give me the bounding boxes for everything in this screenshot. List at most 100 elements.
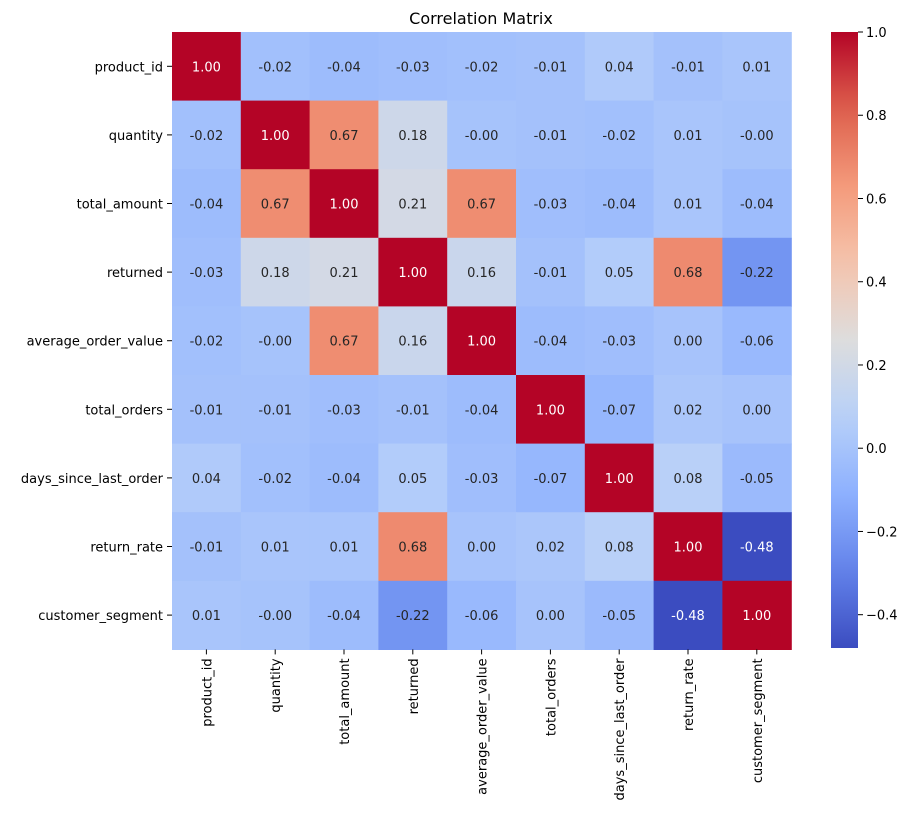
heatmap-cell [722, 580, 792, 650]
y-tick-label: total_orders [85, 403, 163, 418]
y-tick-label: quantity [109, 129, 164, 144]
cell-annotation: 0.21 [398, 198, 427, 213]
x-tick-label: average_order_value [476, 658, 491, 794]
cell-annotation: -0.00 [258, 609, 292, 624]
cell-annotation: -0.48 [740, 541, 774, 556]
heatmap-cell [653, 512, 723, 582]
cell-annotation: -0.03 [327, 403, 361, 418]
cell-annotations: 1.00 -0.02 -0.04 -0.03 -0.02 -0.01 0.04 -0.01 0.… [190, 60, 774, 624]
cell-annotation: 0.18 [398, 129, 427, 144]
cell-annotation: -0.22 [740, 266, 774, 281]
cell-annotation: -0.02 [190, 129, 224, 144]
cell-annotation: 0.00 [674, 335, 703, 350]
cell-annotation: 0.05 [605, 266, 634, 281]
heatmap-cell [516, 512, 586, 582]
heatmap-cell [516, 306, 586, 376]
colorbar-tick-label: 1.0 [866, 26, 887, 41]
heatmap-cell [172, 306, 242, 376]
cell-annotation: -0.22 [396, 609, 430, 624]
heatmap-cell [172, 375, 242, 445]
cell-annotation: -0.04 [327, 60, 361, 75]
cell-annotation: 1.00 [536, 403, 565, 418]
heatmap-cell [378, 375, 448, 445]
heatmap-cell [447, 580, 517, 650]
cell-annotation: 0.04 [605, 60, 634, 75]
x-tick-label: return_rate [682, 658, 697, 731]
cell-annotation: 1.00 [674, 541, 703, 556]
heatmap-cell [653, 100, 723, 170]
cell-annotation: -0.01 [396, 403, 430, 418]
heatmap-cell [584, 443, 655, 513]
heatmap-cell [172, 32, 242, 102]
heatmap-cell [240, 32, 311, 102]
heatmap-cell [584, 169, 655, 239]
heatmap-cells [172, 32, 792, 650]
heatmap-cell [584, 580, 655, 650]
heatmap-cell [584, 306, 655, 376]
cell-annotation: 0.01 [330, 541, 359, 556]
colorbar-gradient [831, 32, 858, 648]
cell-annotation: 0.67 [467, 198, 496, 213]
colorbar-tick-label: 0.0 [866, 442, 887, 457]
heatmap-cell [378, 512, 448, 582]
cell-annotation: -0.02 [190, 335, 224, 350]
heatmap-cell [309, 580, 379, 650]
heatmap-cell [584, 32, 655, 102]
heatmap-cell [722, 169, 792, 239]
heatmap-cell [378, 32, 448, 102]
heatmap-cell [447, 306, 517, 376]
cell-annotation: 0.01 [261, 541, 290, 556]
heatmap-cell [653, 169, 723, 239]
cell-annotation: 1.00 [398, 266, 427, 281]
heatmap-cell [378, 306, 448, 376]
y-tick-label: customer_segment [38, 609, 163, 624]
heatmap-cell [447, 100, 517, 170]
cell-annotation: -0.04 [740, 198, 774, 213]
heatmap-cell [378, 580, 448, 650]
cell-annotation: 0.04 [192, 472, 221, 487]
heatmap-cell [240, 375, 311, 445]
heatmap-cell [309, 512, 379, 582]
cell-annotation: -0.05 [740, 472, 774, 487]
cell-annotation: -0.04 [190, 198, 224, 213]
cell-annotation: 1.00 [605, 472, 634, 487]
y-tick-label: return_rate [90, 541, 163, 556]
heatmap-cell [309, 32, 379, 102]
heatmap-cell [722, 512, 792, 582]
colorbar-tick-label: 0.4 [866, 276, 887, 291]
heatmap-cell [653, 306, 723, 376]
cell-annotation: -0.02 [465, 60, 499, 75]
cell-annotation: -0.07 [602, 403, 636, 418]
x-tick-label: customer_segment [751, 658, 766, 783]
cell-annotation: 0.08 [674, 472, 703, 487]
heatmap-cell [309, 306, 379, 376]
x-tick-label: total_amount [338, 658, 353, 744]
heatmap-cell [309, 237, 379, 307]
heatmap-cell [240, 100, 311, 170]
cell-annotation: -0.00 [465, 129, 499, 144]
cell-annotation: -0.01 [534, 129, 568, 144]
x-tick-label: total_orders [544, 658, 559, 736]
cell-annotation: 0.21 [330, 266, 359, 281]
cell-annotation: -0.04 [465, 403, 499, 418]
heatmap-cell [172, 100, 242, 170]
x-tick-label: returned [407, 658, 422, 714]
heatmap-cell [378, 443, 448, 513]
colorbar-tick-label: −0.2 [866, 525, 898, 540]
heatmap-cell [516, 169, 586, 239]
cell-annotation: 0.08 [605, 541, 634, 556]
heatmap-cell [240, 237, 311, 307]
cell-annotation: -0.03 [602, 335, 636, 350]
heatmap-cell [240, 580, 311, 650]
heatmap-cell [172, 443, 242, 513]
heatmap-cell [516, 32, 586, 102]
heatmap-cell [309, 100, 379, 170]
cell-annotation: -0.06 [465, 609, 499, 624]
heatmap-cell [653, 32, 723, 102]
cell-annotation: -0.03 [190, 266, 224, 281]
heatmap-cell [653, 580, 723, 650]
cell-annotation: -0.00 [740, 129, 774, 144]
heatmap-cell [240, 443, 311, 513]
x-tick-label: quantity [269, 658, 284, 713]
